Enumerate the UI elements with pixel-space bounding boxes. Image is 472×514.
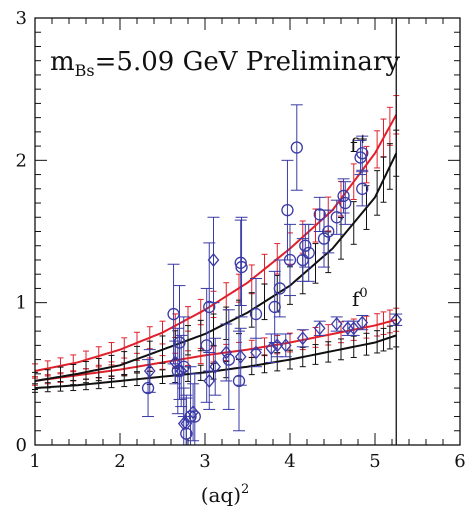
data-point-circle [356,182,369,195]
data-point-circle [299,239,312,252]
x-tick-label: 5 [369,451,380,472]
data-point-diamond [250,345,262,360]
data-point-diamond [356,315,369,330]
data-point-circle [290,141,303,154]
data-point-diamond [279,338,292,353]
chart-title: mBs=5.09 GeV Preliminary [50,47,400,80]
data-point-diamond [209,359,222,374]
data-point-circle [317,232,331,245]
data-point-circle [339,196,352,210]
data-point-circle [173,336,186,349]
data-point-circle [203,300,216,314]
data-point-diamond [347,321,360,336]
data-point-circle [330,211,343,224]
data-point-diamond [169,355,182,370]
data-point-diamond [313,321,326,336]
data-point-circle [249,307,263,321]
x-tick-label: 1 [29,451,40,472]
y-tick-label: 3 [16,8,27,29]
data-point-circle [283,253,297,267]
data-point-circle [188,410,201,423]
data-point-diamond [265,341,278,356]
data-point-circle [222,353,235,366]
annotation-f-plus: f+ [350,132,368,157]
data-point-circle [302,246,315,260]
annotation-f-zero: f0 [352,286,368,311]
data-point-circle [313,208,326,221]
data-point-circle [281,203,294,217]
data-point-diamond [207,252,220,267]
axes [34,17,461,446]
x-axis-label: (aq)2 [201,482,250,507]
x-tick-label: 6 [454,451,465,472]
x-tick-label: 2 [114,451,125,472]
y-tick-label: 0 [16,435,27,456]
y-tick-label: 1 [16,293,27,314]
data-point-diamond [296,331,309,346]
data-point-circle [337,189,350,203]
data-point-diamond [180,416,193,431]
data-point-diamond [143,363,156,379]
data-point-diamond [330,317,343,332]
y-tick-label: 2 [16,150,27,171]
data-point-diamond [187,405,199,420]
data-point-diamond [271,338,284,353]
data-point-circle [200,339,213,352]
data-point-circle [235,260,248,274]
data-points [141,104,403,446]
data-point-diamond [234,349,247,364]
x-tick-label: 4 [284,451,295,472]
x-tick-label: 3 [199,451,210,472]
data-point-circle [273,282,286,295]
data-point-diamond [220,345,233,360]
data-point-circle [232,374,246,388]
data-point-circle [356,147,369,160]
data-point-circle [234,256,247,269]
data-point-diamond [175,363,188,379]
data-point-circle [141,381,155,395]
data-point-diamond [203,373,216,388]
data-point-circle [322,225,335,238]
data-point-diamond [177,416,190,431]
